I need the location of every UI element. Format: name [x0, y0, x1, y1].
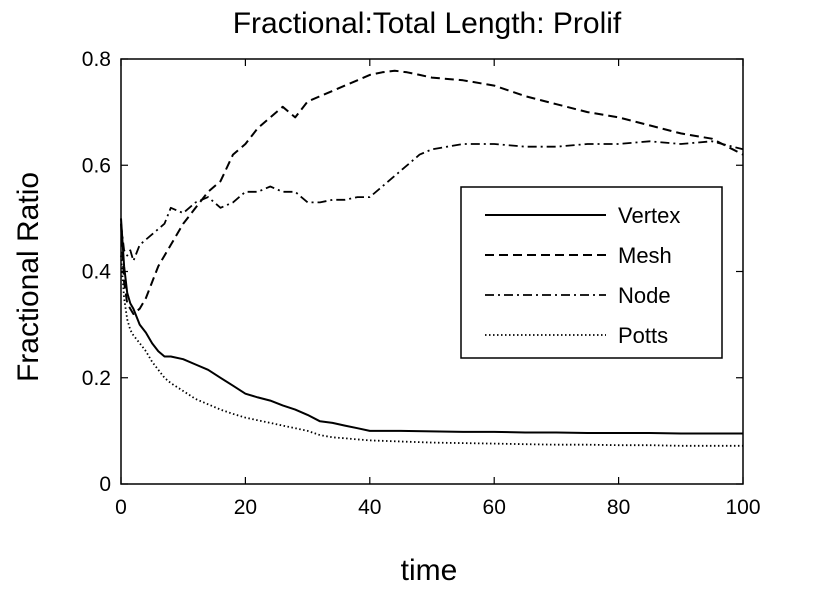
chart-title: Fractional:Total Length: Prolif — [233, 7, 622, 40]
series-line-potts — [120, 255, 743, 447]
x-axis-label: time — [401, 554, 458, 587]
x-tick-label: 0 — [115, 496, 127, 519]
y-tick-label: 0.6 — [82, 154, 111, 177]
legend-entries: Vertex Mesh Node Potts — [485, 203, 680, 348]
y-tick-label: 0.8 — [82, 48, 111, 71]
legend-label-vertex: Vertex — [618, 203, 680, 228]
x-tick-label: 80 — [607, 496, 630, 519]
legend: Vertex Mesh Node Potts — [460, 186, 723, 359]
series-line-mesh — [120, 69, 744, 315]
x-tick-label: 40 — [358, 496, 381, 519]
series-layer — [120, 69, 744, 447]
x-tick-label: 20 — [234, 496, 257, 519]
legend-label-potts: Potts — [618, 323, 668, 348]
y-tick-label: 0 — [99, 473, 111, 496]
x-tick-label: 100 — [725, 496, 760, 519]
y-tick-label: 0.2 — [82, 367, 111, 390]
y-tick-label: 0.4 — [82, 261, 112, 284]
legend-box — [460, 186, 723, 359]
legend-label-mesh: Mesh — [618, 243, 672, 268]
series-line-vertex — [120, 218, 743, 435]
series-line-node — [120, 140, 744, 262]
legend-label-node: Node — [618, 283, 671, 308]
tick-layer: 0 20 40 60 80 100 0 0.2 0.4 0.6 0.8 — [82, 48, 761, 519]
y-axis-label: Fractional Ratio — [12, 172, 45, 382]
x-tick-label: 60 — [483, 496, 506, 519]
